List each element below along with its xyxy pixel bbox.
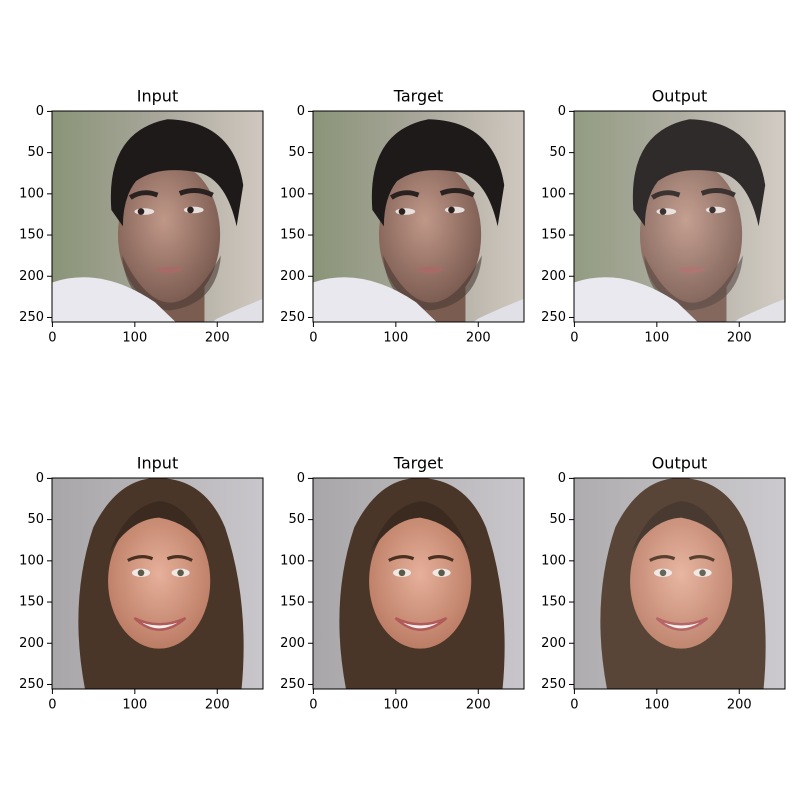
y-tick-label: 250 [541,677,566,692]
y-tick-label: 200 [280,269,305,284]
x-tick-label: 0 [309,698,317,713]
subplot: Output 0 100 200 0 50 100 150 200 250 [541,87,786,346]
axes-frame [573,477,786,690]
x-tick-label: 200 [727,331,752,346]
axes-frame [312,110,525,323]
x-tick-label: 0 [48,698,56,713]
axes-frame [51,477,264,690]
image [313,111,524,325]
x-tick-label: 200 [727,698,752,713]
y-tick-label: 0 [558,104,566,119]
subplot-title: Input [137,87,178,106]
x-tick-label: 100 [383,698,408,713]
y-tick-label: 200 [541,269,566,284]
y-tick-label: 200 [19,269,44,284]
image [52,478,263,689]
y-tick-label: 150 [19,228,44,243]
x-tick-label: 0 [309,331,317,346]
y-tick-label: 100 [280,553,305,568]
y-tick-label: 150 [541,595,566,610]
image [52,111,263,325]
image [574,111,785,325]
y-tick-label: 150 [280,228,305,243]
x-tick-label: 0 [48,331,56,346]
x-tick-label: 0 [570,698,578,713]
y-tick-label: 200 [541,636,566,651]
y-tick-label: 250 [280,310,305,325]
y-tick-label: 200 [280,636,305,651]
y-tick-label: 100 [541,553,566,568]
subplot: Target 0 100 200 0 50 100 150 200 250 [280,454,525,713]
x-tick-label: 100 [644,698,669,713]
y-tick-label: 100 [541,186,566,201]
x-tick-label: 0 [570,331,578,346]
y-tick-label: 0 [36,471,44,486]
y-tick-label: 100 [280,186,305,201]
y-tick-label: 250 [541,310,566,325]
x-tick-label: 200 [466,698,491,713]
x-tick-label: 200 [205,698,230,713]
y-tick-label: 50 [549,512,566,527]
x-tick-label: 200 [205,331,230,346]
y-tick-label: 250 [19,677,44,692]
image [313,478,524,689]
subplot-title: Target [393,87,444,106]
subplot: Input 0 100 200 0 50 100 150 200 250 [19,454,264,713]
y-tick-label: 150 [280,595,305,610]
y-tick-label: 50 [27,145,44,160]
y-tick-label: 150 [19,595,44,610]
axes-frame [312,477,525,690]
y-tick-label: 100 [19,186,44,201]
y-tick-label: 50 [288,512,305,527]
axes-frame [51,110,264,323]
subplot-title: Input [137,454,178,473]
x-tick-label: 100 [644,331,669,346]
subplot-title: Output [652,454,708,473]
subplot-title: Target [393,454,444,473]
y-tick-label: 100 [19,553,44,568]
y-tick-label: 0 [297,471,305,486]
x-tick-label: 100 [122,698,147,713]
image [574,478,785,689]
subplot-title: Output [652,87,708,106]
subplot: Output 0 100 200 0 50 100 150 200 250 [541,454,786,713]
y-tick-label: 200 [19,636,44,651]
x-tick-label: 200 [466,331,491,346]
y-tick-label: 50 [27,512,44,527]
y-tick-label: 50 [288,145,305,160]
y-tick-label: 250 [19,310,44,325]
y-tick-label: 50 [549,145,566,160]
x-tick-label: 100 [383,331,408,346]
y-tick-label: 0 [297,104,305,119]
y-tick-label: 0 [36,104,44,119]
subplot: Target 0 100 200 0 50 100 150 200 250 [280,87,525,346]
x-tick-label: 100 [122,331,147,346]
subplot: Input 0 100 200 0 50 100 150 200 250 [19,87,264,346]
axes-frame [573,110,786,323]
y-tick-label: 0 [558,471,566,486]
y-tick-label: 150 [541,228,566,243]
y-tick-label: 250 [280,677,305,692]
